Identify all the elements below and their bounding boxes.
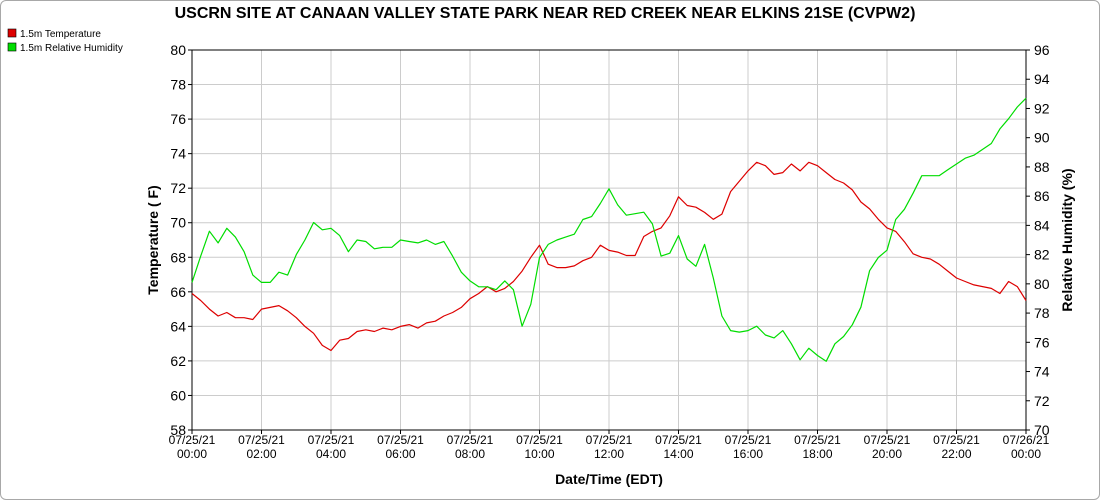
x-tick-date: 07/26/21: [1003, 433, 1050, 447]
y-tick-label: 64: [170, 318, 186, 334]
y-axis-title: Temperature ( F): [145, 185, 161, 294]
x-tick-date: 07/25/21: [725, 433, 772, 447]
y2-tick-label: 88: [1034, 159, 1050, 175]
legend-label-temperature: 1.5m Temperature: [20, 29, 101, 40]
x-tick-time: 04:00: [316, 447, 346, 461]
x-tick-time: 00:00: [177, 447, 207, 461]
y2-tick-label: 92: [1034, 100, 1050, 116]
y2-tick-label: 84: [1034, 217, 1050, 233]
series-layer: [191, 97, 1027, 362]
x-tick-time: 06:00: [385, 447, 415, 461]
y-tick-label: 74: [170, 146, 186, 162]
y-tick-label: 66: [170, 284, 186, 300]
y2-tick-label: 76: [1034, 334, 1050, 350]
x-tick-date: 07/25/21: [447, 433, 494, 447]
x-tick-date: 07/25/21: [586, 433, 633, 447]
x-axis-title: Date/Time (EDT): [555, 471, 663, 487]
y-tick-label: 78: [170, 77, 186, 93]
y2-tick-label: 94: [1034, 71, 1050, 87]
x-tick-time: 02:00: [246, 447, 276, 461]
y2-axis-title: Relative Humidity (%): [1059, 168, 1075, 311]
y2-tick-label: 80: [1034, 276, 1050, 292]
chart-title: USCRN SITE AT CANAAN VALLEY STATE PARK N…: [175, 5, 916, 22]
x-tick-time: 08:00: [455, 447, 485, 461]
legend-swatch-temperature: [7, 28, 17, 38]
y-tick-label: 58: [170, 422, 186, 438]
y-tick-label: 72: [170, 180, 186, 196]
x-tick-time: 14:00: [663, 447, 693, 461]
x-tick-date: 07/25/21: [169, 433, 216, 447]
legend-label-humidity: 1.5m Relative Humidity: [20, 43, 123, 54]
x-tick-time: 20:00: [872, 447, 902, 461]
legend: 1.5m Temperature 1.5m Relative Humidity: [7, 28, 123, 54]
y2-tick-label: 70: [1034, 422, 1050, 438]
x-tick-time: 18:00: [802, 447, 832, 461]
grid: [191, 49, 1027, 431]
x-tick-date: 07/25/21: [864, 433, 911, 447]
y-tick-label: 80: [170, 42, 186, 58]
y2-tick-label: 90: [1034, 130, 1050, 146]
x-tick-date: 07/25/21: [933, 433, 980, 447]
series-line-temperature: [191, 161, 1027, 352]
y2-tick-label: 86: [1034, 188, 1050, 204]
y-tick-label: 62: [170, 353, 186, 369]
x-tick-date: 07/25/21: [655, 433, 702, 447]
series-line-humidity: [191, 97, 1027, 362]
y-tick-label: 68: [170, 249, 186, 265]
x-tick-time: 12:00: [594, 447, 624, 461]
y-tick-label: 70: [170, 215, 186, 231]
x-axis: 07/25/2100:0007/25/2102:0007/25/2104:000…: [169, 430, 1050, 461]
x-tick-date: 07/25/21: [794, 433, 841, 447]
legend-swatch-humidity: [7, 42, 17, 52]
x-tick-time: 00:00: [1011, 447, 1041, 461]
y2-tick-label: 74: [1034, 364, 1050, 380]
x-tick-date: 07/25/21: [377, 433, 424, 447]
y-tick-label: 60: [170, 387, 186, 403]
y2-tick-label: 78: [1034, 305, 1050, 321]
y2-tick-label: 72: [1034, 393, 1050, 409]
x-tick-time: 16:00: [733, 447, 763, 461]
y-axis-left: 58 60 62 64 66 68 70 72 74 76 78 80: [170, 42, 192, 438]
x-tick-date: 07/25/21: [516, 433, 563, 447]
x-tick-date: 07/25/21: [308, 433, 355, 447]
y2-tick-label: 82: [1034, 247, 1050, 263]
x-tick-date: 07/25/21: [238, 433, 285, 447]
y-tick-label: 76: [170, 111, 186, 127]
x-tick-time: 22:00: [941, 447, 971, 461]
x-tick-time: 10:00: [524, 447, 554, 461]
y2-tick-label: 96: [1034, 42, 1050, 58]
y-axis-right: 70 72 74 76 78 80 82 84 86 88 90 92 94 96: [1026, 42, 1050, 438]
